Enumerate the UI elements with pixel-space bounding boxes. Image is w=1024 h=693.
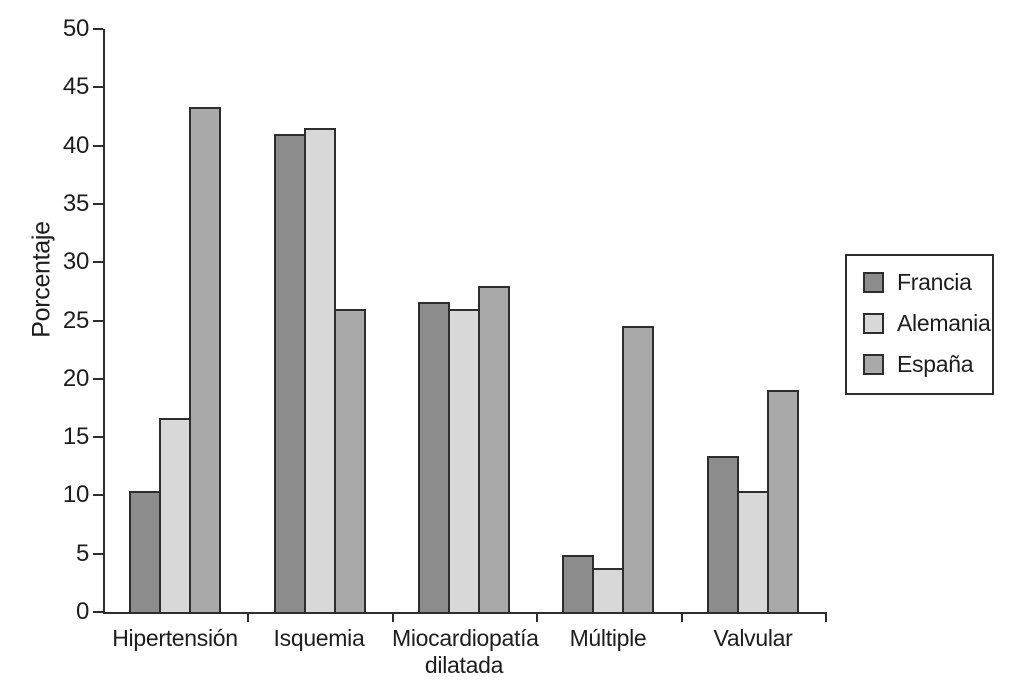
y-tick (93, 145, 103, 147)
bar-francia-5 (707, 456, 739, 612)
bar-alemania-3 (448, 309, 480, 612)
bar-españa-4 (622, 326, 654, 612)
y-tick-label: 20 (62, 365, 89, 392)
y-tick (93, 28, 103, 30)
legend-label-espana: España (897, 351, 974, 377)
y-tick-label: 35 (62, 190, 89, 217)
x-axis (103, 612, 827, 614)
bar-españa-5 (767, 390, 799, 612)
y-tick (93, 553, 103, 555)
x-tick (247, 612, 249, 622)
y-tick-label: 0 (75, 598, 89, 625)
bar-españa-2 (334, 309, 366, 612)
y-tick (93, 203, 103, 205)
bar-francia-1 (129, 491, 161, 612)
legend-item-francia: Francia (863, 262, 992, 303)
legend-swatch-alemania (863, 313, 884, 334)
x-tick (825, 612, 827, 622)
y-tick-label: 45 (62, 73, 89, 100)
y-tick-label: 40 (62, 132, 89, 159)
bar-alemania-5 (737, 491, 769, 612)
y-tick (93, 494, 103, 496)
legend-swatch-francia (863, 272, 884, 293)
bar-alemania-4 (592, 568, 624, 612)
bar-alemania-2 (304, 128, 336, 612)
x-tick-label: Isquemia (273, 625, 365, 651)
y-tick-label: 15 (62, 423, 89, 450)
x-tick-label: Múltiple (569, 625, 647, 651)
x-tick (536, 612, 538, 622)
y-tick (93, 611, 103, 613)
y-tick (93, 320, 103, 322)
y-tick-label: 30 (62, 248, 89, 275)
y-tick (93, 436, 103, 438)
y-tick-label: 5 (75, 540, 89, 567)
y-tick (93, 261, 103, 263)
legend: Francia Alemania España (845, 254, 994, 395)
y-tick-label: 50 (62, 15, 89, 42)
x-tick-label: Hipertensión (112, 625, 238, 651)
x-tick-label: Miocardiopatía dilatada (392, 625, 539, 678)
legend-item-alemania: Alemania (863, 303, 992, 344)
bar-españa-1 (189, 107, 221, 612)
bar-españa-3 (478, 286, 510, 612)
y-axis (103, 29, 105, 614)
y-tick-label: 10 (62, 481, 89, 508)
legend-swatch-espana (863, 354, 884, 375)
y-tick (93, 378, 103, 380)
x-tick (681, 612, 683, 622)
legend-item-espana: España (863, 344, 992, 385)
x-tick (392, 612, 394, 622)
legend-label-francia: Francia (897, 269, 972, 295)
bar-francia-2 (274, 134, 306, 612)
x-tick-label: Valvular (713, 625, 793, 651)
bar-francia-4 (562, 555, 594, 612)
bar-alemania-1 (159, 418, 191, 612)
bar-francia-3 (418, 302, 450, 612)
y-tick-label: 25 (62, 307, 89, 334)
y-tick (93, 86, 103, 88)
legend-label-alemania: Alemania (897, 310, 991, 336)
